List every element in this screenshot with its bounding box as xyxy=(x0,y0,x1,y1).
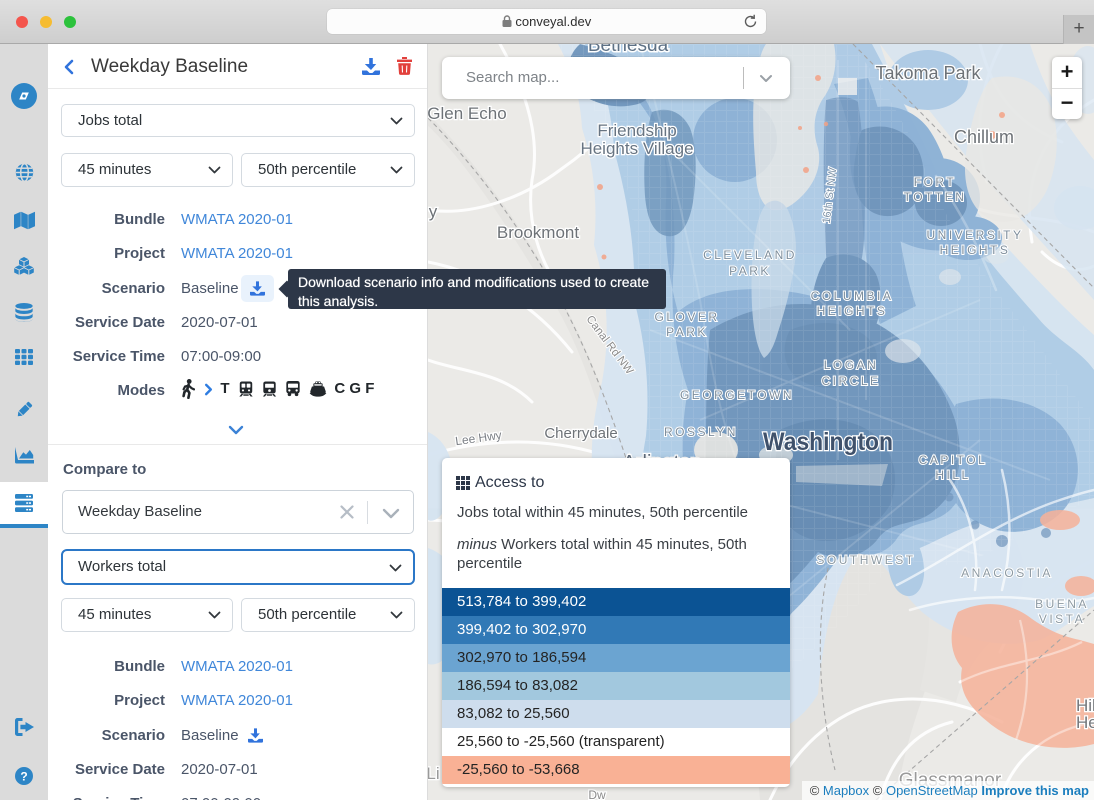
svg-text:?: ? xyxy=(20,769,27,783)
svg-text:GEORGETOWN: GEORGETOWN xyxy=(680,388,794,402)
svg-text:FORT: FORT xyxy=(914,175,956,189)
svg-text:Dw: Dw xyxy=(588,788,606,800)
svg-text:CLEVELAND: CLEVELAND xyxy=(703,248,797,262)
svg-text:TOTTEN: TOTTEN xyxy=(904,190,967,204)
svg-text:CIRCLE: CIRCLE xyxy=(821,374,880,388)
svg-text:Heights: Heights xyxy=(1076,713,1094,732)
svg-text:ANACOSTIA: ANACOSTIA xyxy=(961,566,1053,580)
svg-text:Glen Echo: Glen Echo xyxy=(428,104,507,123)
svg-text:CAPITOL: CAPITOL xyxy=(919,453,988,467)
svg-text:HILL: HILL xyxy=(935,468,970,482)
svg-text:HEIGHTS: HEIGHTS xyxy=(817,304,888,318)
svg-text:SOUTHWEST: SOUTHWEST xyxy=(816,553,915,567)
svg-text:Li: Li xyxy=(428,764,440,783)
svg-text:Bethesda: Bethesda xyxy=(588,44,669,56)
svg-text:Hillcrest: Hillcrest xyxy=(1076,696,1094,715)
svg-text:Friendship: Friendship xyxy=(597,121,676,140)
svg-text:ROSSLYN: ROSSLYN xyxy=(664,425,738,439)
svg-text:VISTA: VISTA xyxy=(1039,612,1085,626)
svg-text:Cherrydale: Cherrydale xyxy=(544,425,617,442)
svg-text:Chillum: Chillum xyxy=(954,127,1014,147)
svg-text:Washington: Washington xyxy=(763,428,893,456)
svg-text:y: y xyxy=(429,202,438,221)
svg-text:Takoma Park: Takoma Park xyxy=(875,63,981,83)
svg-text:COLUMBIA: COLUMBIA xyxy=(811,289,894,303)
svg-text:PARK: PARK xyxy=(666,325,708,339)
svg-text:Heights Village: Heights Village xyxy=(580,139,693,158)
svg-text:LOGAN: LOGAN xyxy=(824,358,879,372)
svg-text:BUENA: BUENA xyxy=(1035,597,1089,611)
svg-text:PARK: PARK xyxy=(729,264,771,278)
svg-text:HEIGHTS: HEIGHTS xyxy=(940,243,1011,257)
svg-text:GLOVER: GLOVER xyxy=(654,310,719,324)
svg-text:Brookmont: Brookmont xyxy=(497,223,579,242)
svg-text:UNIVERSITY: UNIVERSITY xyxy=(926,228,1023,242)
